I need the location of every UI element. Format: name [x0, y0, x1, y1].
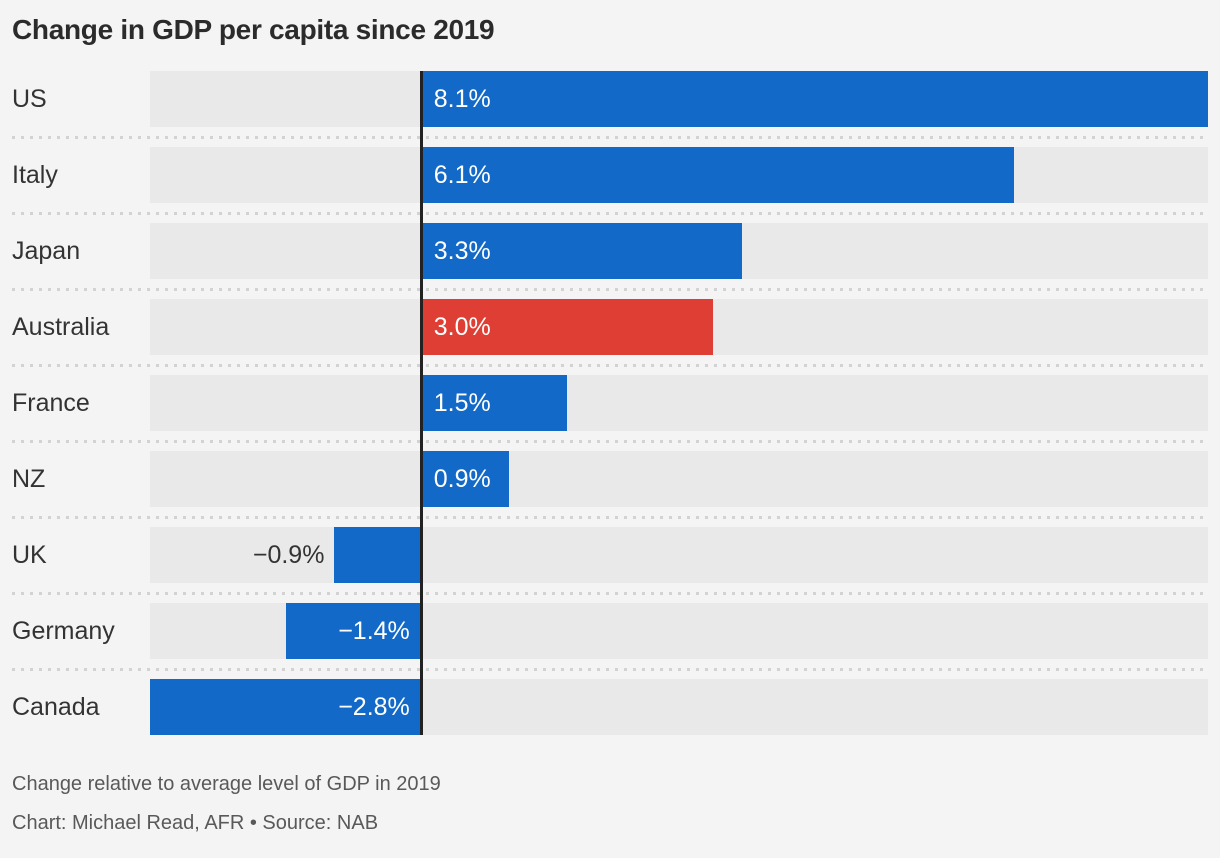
- row-separator-line: [12, 135, 1208, 139]
- bar-track: [150, 375, 1208, 431]
- row-separator: [0, 507, 1220, 527]
- bar-row: Japan 3.3%: [0, 223, 1220, 279]
- row-separator: [0, 659, 1220, 679]
- row-separator-line: [12, 363, 1208, 367]
- country-label: Japan: [12, 236, 81, 265]
- value-label: 0.9%: [433, 464, 491, 493]
- country-label: NZ: [12, 464, 46, 493]
- row-separator: [0, 583, 1220, 603]
- row-separator: [0, 279, 1220, 299]
- bar-row: Australia 3.0%: [0, 299, 1220, 355]
- country-label: Canada: [12, 692, 100, 721]
- value-label: 3.0%: [433, 312, 491, 341]
- chart-note: Change relative to average level of GDP …: [12, 773, 441, 795]
- row-separator: [0, 355, 1220, 375]
- bar-row: US 8.1%: [0, 71, 1220, 127]
- country-label: Italy: [12, 160, 58, 189]
- value-label: −1.4%: [338, 616, 410, 645]
- row-separator-line: [12, 287, 1208, 291]
- country-label: UK: [12, 540, 47, 569]
- bar-track: [150, 451, 1208, 507]
- value-label: 3.3%: [433, 236, 491, 265]
- country-label: Germany: [12, 616, 115, 645]
- value-bar: [334, 527, 422, 583]
- row-separator-line: [12, 591, 1208, 595]
- country-label: Australia: [12, 312, 110, 341]
- value-label: −2.8%: [338, 692, 410, 721]
- row-separator: [0, 431, 1220, 451]
- bar-row: Italy 6.1%: [0, 147, 1220, 203]
- value-label: −0.9%: [252, 540, 325, 569]
- country-label: France: [12, 388, 90, 417]
- row-separator: [0, 127, 1220, 147]
- value-bar: [421, 299, 713, 355]
- value-bar: [150, 679, 422, 735]
- zero-axis-line: [420, 71, 424, 735]
- row-separator: [0, 203, 1220, 223]
- value-label: 8.1%: [433, 84, 491, 113]
- bar-row: France 1.5%: [0, 375, 1220, 431]
- country-label: US: [12, 84, 47, 113]
- bar-row: Canada −2.8%: [0, 679, 1220, 735]
- bar-row: UK −0.9%: [0, 527, 1220, 583]
- bar-chart: US 8.1% Italy 6.1% Japan 3.3% Australia 3.0% Fra…: [0, 71, 1220, 735]
- bar-row: NZ 0.9%: [0, 451, 1220, 507]
- value-bar: [421, 71, 1208, 127]
- bar-row: Germany −1.4%: [0, 603, 1220, 659]
- value-bar: [285, 603, 422, 659]
- row-separator-line: [12, 439, 1208, 443]
- value-bar: [421, 223, 743, 279]
- value-bar: [421, 451, 510, 507]
- row-separator-line: [12, 667, 1208, 671]
- value-label: 1.5%: [433, 388, 491, 417]
- chart-credit: Chart: Michael Read, AFR • Source: NAB: [12, 812, 379, 834]
- value-label: 6.1%: [433, 160, 491, 189]
- bar-track: [150, 527, 1208, 583]
- chart-title: Change in GDP per capita since 2019: [12, 14, 495, 45]
- value-bar: [421, 375, 568, 431]
- row-separator-line: [12, 515, 1208, 519]
- value-bar: [421, 147, 1014, 203]
- row-separator-line: [12, 211, 1208, 215]
